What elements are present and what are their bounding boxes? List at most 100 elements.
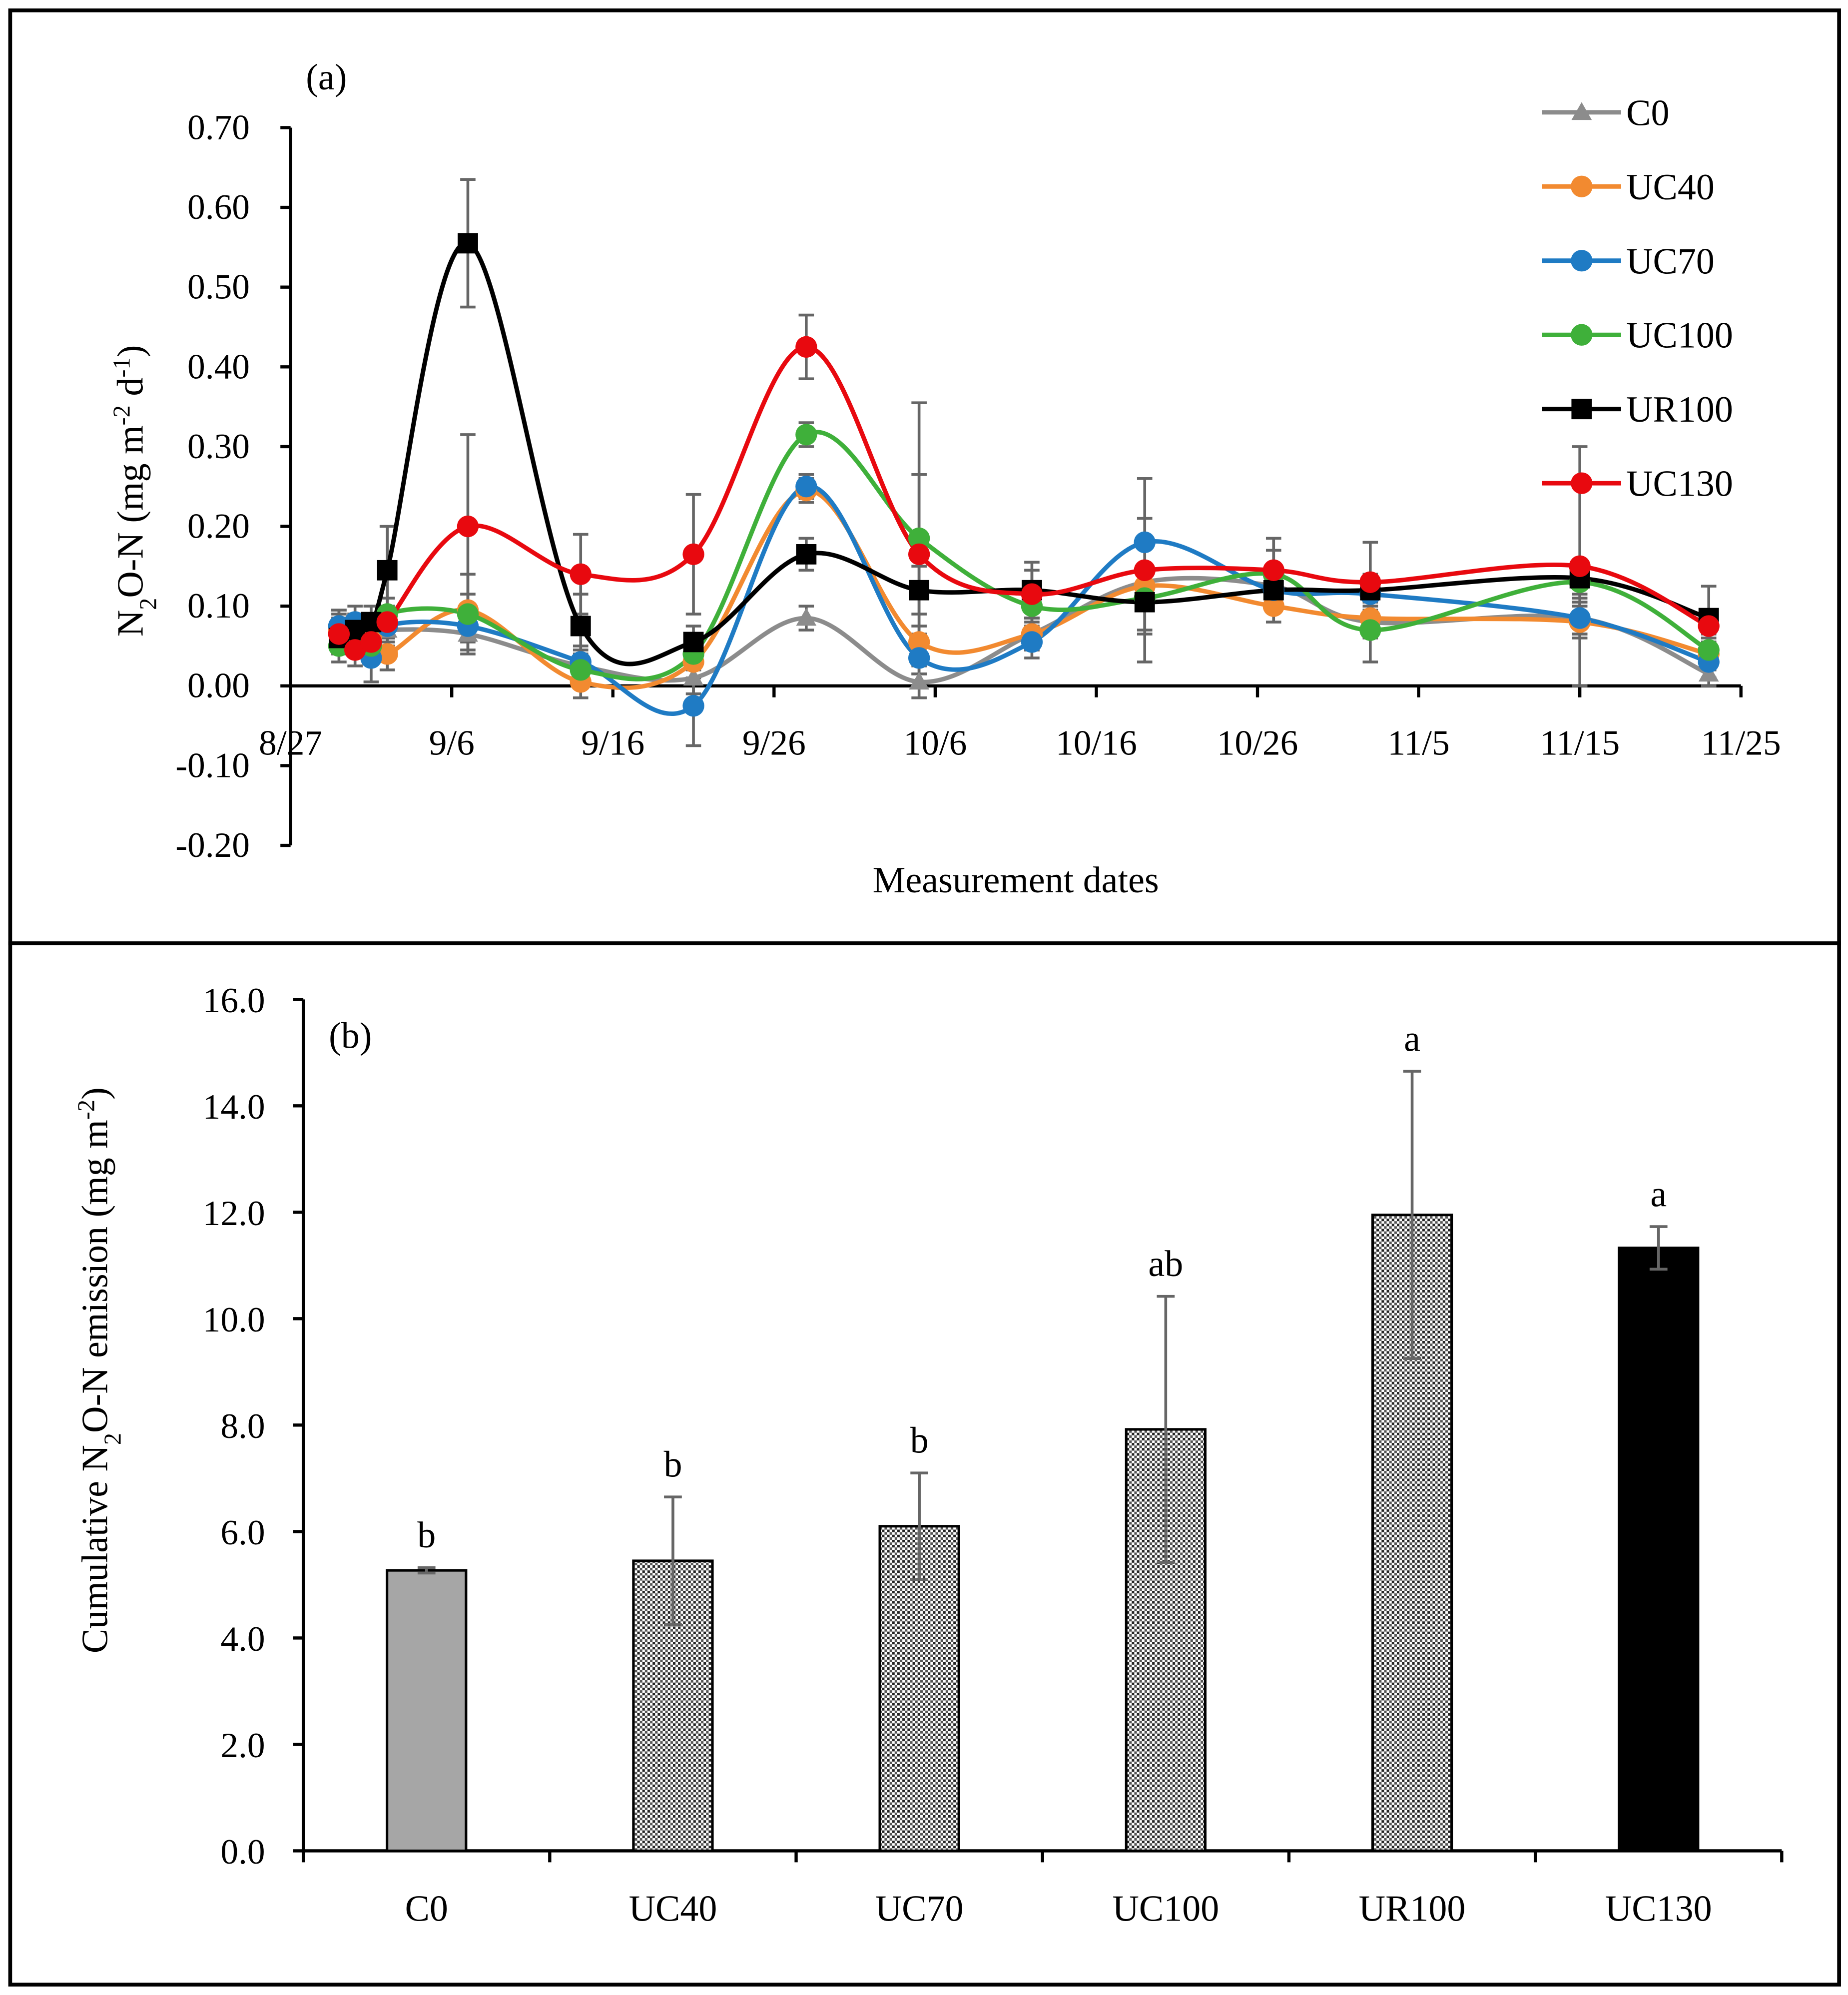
error-bar xyxy=(1403,1070,1421,1360)
data-point-UC40 xyxy=(908,631,930,653)
y-axis-title-part: -2 xyxy=(73,1100,99,1120)
y-tick-label: 10.0 xyxy=(203,1300,265,1339)
y-axis-title-part: 2 xyxy=(135,598,161,610)
y-tick-label: 4.0 xyxy=(220,1619,265,1659)
panel-a-frame xyxy=(8,8,1841,945)
data-point-UC70 xyxy=(795,476,817,498)
data-point-UC40 xyxy=(1262,595,1284,617)
legend-label: UC130 xyxy=(1626,464,1733,505)
data-point-UR100 xyxy=(458,233,478,254)
legend-label: UR100 xyxy=(1626,389,1733,430)
data-point-UC130 xyxy=(570,563,592,585)
y-axis-title-part: N xyxy=(110,610,151,637)
data-point-UC70 xyxy=(682,694,704,717)
x-tick-label: UC130 xyxy=(1605,1889,1712,1930)
panel-b-bar-chart: (b) Cumulative N2O-N emission (mg m-2) 0… xyxy=(73,981,1784,1930)
y-tick-label: 0.70 xyxy=(187,107,250,147)
y-tick-label: 0.10 xyxy=(187,586,250,626)
y-axis-title-part: d xyxy=(110,378,151,405)
y-axis-title-part: ) xyxy=(110,345,151,358)
data-point-UR100 xyxy=(570,616,591,637)
data-point-C0 xyxy=(683,667,704,686)
legend-label: UC100 xyxy=(1626,315,1733,356)
significance-letter: b xyxy=(910,1420,929,1461)
legend-label: UC40 xyxy=(1626,167,1715,208)
x-tick-label: 10/6 xyxy=(903,723,967,763)
y-tick-label: -0.20 xyxy=(175,825,250,865)
data-point-UC130 xyxy=(344,639,366,661)
data-point-UC130 xyxy=(1262,559,1284,582)
data-point-UC100 xyxy=(1698,639,1720,661)
data-point-UC130 xyxy=(1134,559,1156,582)
y-tick-label: 0.20 xyxy=(187,506,250,546)
legend-item: UC130 xyxy=(1542,464,1733,505)
y-axis-title: N2O-N (mg m-2 d-1) xyxy=(108,345,161,637)
x-tick-label: 11/5 xyxy=(1387,723,1449,763)
data-point-UC130 xyxy=(376,611,398,633)
y-tick-label: 2.0 xyxy=(220,1726,265,1765)
y-axis-title-part: O-N (mg m xyxy=(110,426,151,598)
significance-letter: b xyxy=(417,1515,436,1556)
x-tick-label: UC70 xyxy=(875,1889,964,1930)
data-point-UR100 xyxy=(377,560,398,581)
data-point-UC100 xyxy=(908,527,930,550)
legend-label: C0 xyxy=(1626,92,1669,133)
series-line-C0 xyxy=(338,576,1710,684)
data-point-UC130 xyxy=(328,623,350,645)
data-point-UC130 xyxy=(1021,583,1043,605)
legend-marker xyxy=(1571,472,1593,494)
panel-a-line-chart: (a) Measurement dates N2O-N (mg m-2 d-1)… xyxy=(108,57,1781,901)
data-point-UC130 xyxy=(360,631,382,653)
data-point-UR100 xyxy=(796,544,817,565)
bar-C0 xyxy=(386,1569,468,1852)
x-tick-label: UC40 xyxy=(629,1889,717,1930)
legend-item: UC100 xyxy=(1542,315,1733,356)
data-point-C0 xyxy=(796,608,817,626)
y-axis-title-part: -2 xyxy=(108,405,135,425)
x-tick-label: 11/15 xyxy=(1540,723,1620,763)
y-tick-label: 8.0 xyxy=(220,1406,265,1446)
x-tick-label: UR100 xyxy=(1359,1889,1466,1930)
data-point-UC70 xyxy=(1021,631,1043,653)
data-point-UC100 xyxy=(457,603,479,625)
significance-letter: ab xyxy=(1148,1244,1183,1285)
y-axis-title-part: 2 xyxy=(99,1433,126,1445)
error-bar xyxy=(1649,1225,1668,1271)
y-tick-label: 0.00 xyxy=(187,666,250,705)
legend-marker xyxy=(1571,250,1593,272)
y-axis-title: Cumulative N2O-N emission (mg m-2) xyxy=(73,1087,126,1653)
x-tick-label: 8/27 xyxy=(259,723,322,763)
legend-item: UC70 xyxy=(1542,241,1715,282)
legend-item: C0 xyxy=(1542,92,1669,133)
legend-marker xyxy=(1571,175,1593,197)
x-axis-title: Measurement dates xyxy=(873,860,1159,901)
x-tick-label: 11/25 xyxy=(1701,723,1781,763)
data-point-UC70 xyxy=(908,647,930,669)
data-point-C0 xyxy=(909,671,930,690)
significance-letter: a xyxy=(1404,1018,1420,1059)
error-bar xyxy=(910,1471,929,1581)
x-tick-label: C0 xyxy=(405,1889,448,1930)
x-tick-label: 9/26 xyxy=(742,723,806,763)
data-point-UC70 xyxy=(1569,607,1591,629)
data-point-UC130 xyxy=(1569,555,1591,578)
significance-letter: b xyxy=(663,1444,682,1485)
y-tick-label: 16.0 xyxy=(203,981,265,1020)
y-tick-label: 0.30 xyxy=(187,427,250,466)
legend-marker xyxy=(1571,399,1592,420)
y-axis-title-part: Cumulative N xyxy=(74,1445,115,1653)
bar-UC130 xyxy=(1618,1247,1700,1852)
data-point-UC130 xyxy=(1359,571,1381,593)
panel-b-label: (b) xyxy=(329,1015,372,1056)
data-point-UC130 xyxy=(1698,615,1720,637)
series-line-UR100 xyxy=(338,241,1710,666)
data-point-UC130 xyxy=(682,543,704,566)
data-point-UC130 xyxy=(795,336,817,358)
y-tick-label: 0.50 xyxy=(187,267,250,307)
y-tick-label: 14.0 xyxy=(203,1087,265,1127)
x-tick-label: 9/6 xyxy=(429,723,475,763)
y-tick-label: 0.60 xyxy=(187,187,250,227)
y-tick-label: 0.40 xyxy=(187,347,250,386)
error-bar xyxy=(664,1495,682,1626)
